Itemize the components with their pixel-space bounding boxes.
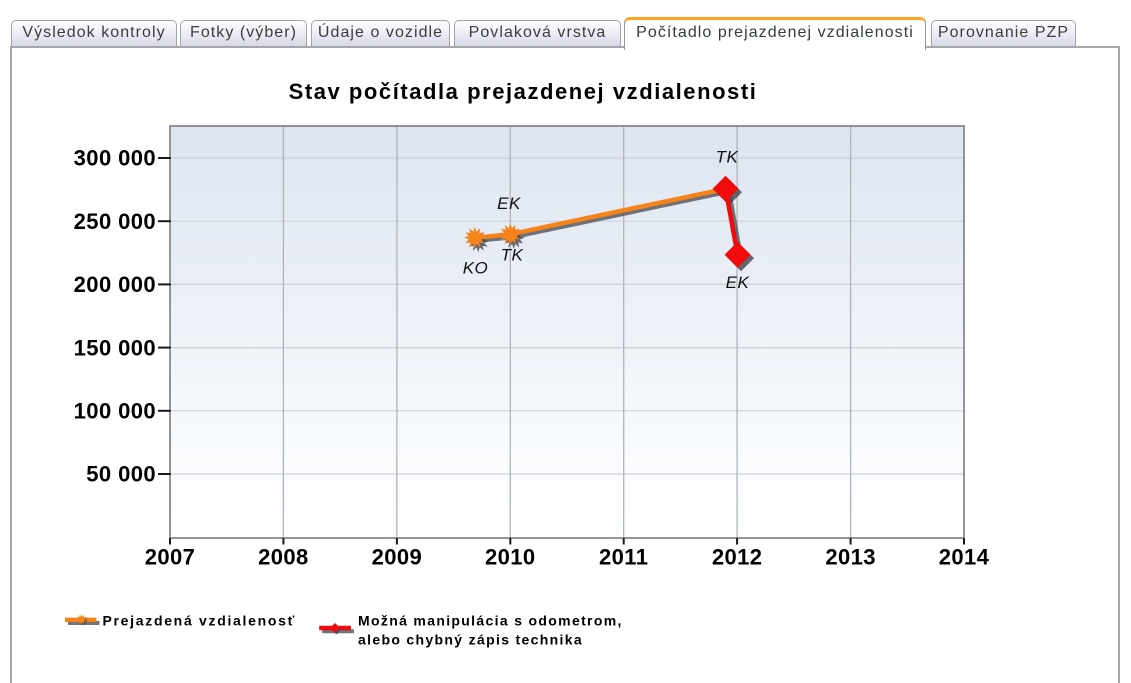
svg-text:EK: EK	[726, 273, 750, 292]
svg-text:2008: 2008	[258, 545, 309, 570]
svg-text:100 000: 100 000	[74, 399, 156, 424]
svg-text:50 000: 50 000	[86, 462, 156, 487]
svg-text:TK: TK	[716, 147, 739, 166]
svg-text:2012: 2012	[712, 545, 763, 570]
svg-text:2014: 2014	[939, 545, 990, 570]
svg-text:Možná manipulácia s odometrom,: Možná manipulácia s odometrom,	[358, 613, 623, 629]
svg-text:150 000: 150 000	[74, 335, 156, 360]
svg-text:KO: KO	[463, 258, 489, 277]
svg-text:2007: 2007	[145, 545, 196, 570]
svg-text:2011: 2011	[599, 545, 648, 570]
svg-text:200 000: 200 000	[74, 272, 156, 297]
svg-text:EK: EK	[497, 194, 521, 213]
svg-text:250 000: 250 000	[74, 209, 156, 234]
svg-text:Stav počítadla prejazdenej vzd: Stav počítadla prejazdenej vzdialenosti	[289, 79, 758, 104]
svg-text:alebo chybný zápis technika: alebo chybný zápis technika	[358, 632, 583, 648]
svg-text:2010: 2010	[485, 545, 536, 570]
svg-text:2009: 2009	[372, 545, 423, 570]
svg-text:Prejazdená vzdialenosť: Prejazdená vzdialenosť	[103, 613, 297, 629]
svg-text:2013: 2013	[825, 545, 876, 570]
svg-text:TK: TK	[501, 245, 524, 264]
svg-text:300 000: 300 000	[74, 146, 156, 171]
